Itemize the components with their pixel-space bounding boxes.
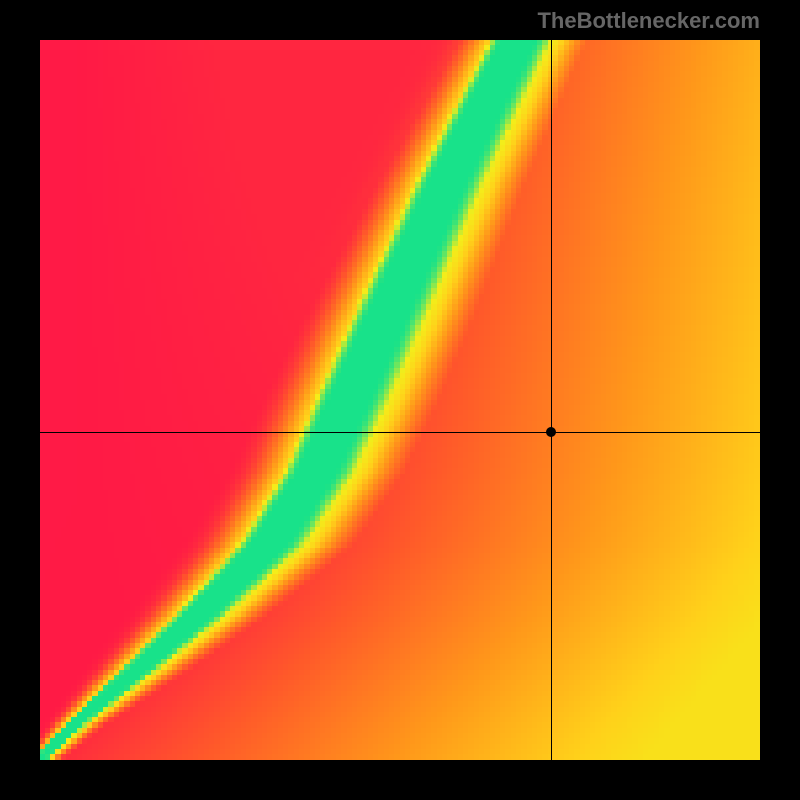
heatmap-canvas: [40, 40, 760, 760]
chart-container: TheBottlenecker.com: [0, 0, 800, 800]
watermark-text: TheBottlenecker.com: [537, 8, 760, 34]
crosshair-vertical: [551, 40, 552, 760]
crosshair-horizontal: [40, 432, 760, 433]
